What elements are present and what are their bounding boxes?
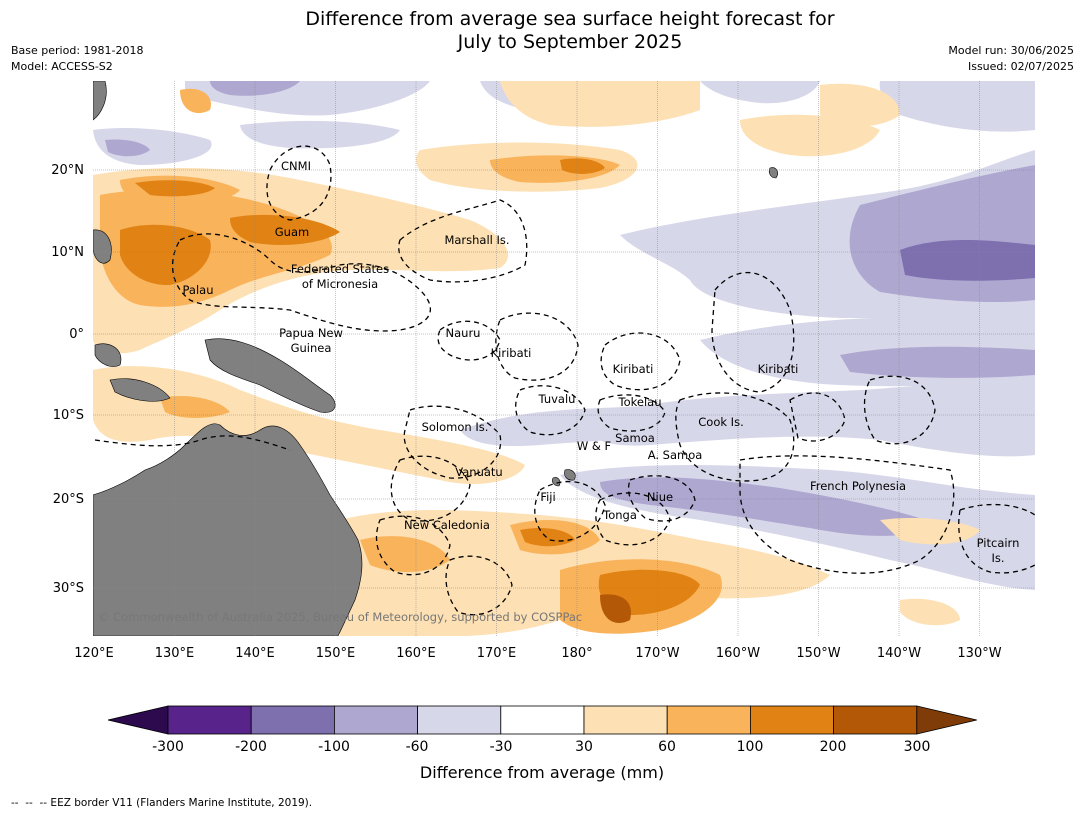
lat-tick-label: 0° [69,327,84,342]
issued-date: Issued: 02/07/2025 [967,60,1074,73]
lat-tick-label: 10°N [51,245,84,260]
eez-borders [94,145,1035,616]
map-area [93,81,1035,636]
graticule [93,81,1035,636]
positive-anomaly-fields [93,81,980,636]
place-label: Nauru [446,326,481,340]
colorbar-box [583,705,668,735]
place-label: Tuvalu [538,392,576,406]
colorbar-label: 100 [737,739,764,755]
lon-tick-label: 160°W [716,646,760,661]
place-label: Is. [991,551,1004,565]
place-label: Kiribati [613,362,654,376]
colorbar-label: -100 [318,739,350,755]
place-label: Guinea [291,341,332,355]
lon-tick-label: 130°E [155,646,195,661]
lat-tick-label: 30°S [53,581,84,596]
eez-legend-note: -- -- -- EEZ border V11 (Flanders Marine… [11,797,312,809]
colorbar-label: 60 [658,739,676,755]
copyright-notice: © Commonwealth of Australia 2025, Bureau… [98,610,582,624]
place-label: Federated States [291,262,389,276]
base-period: Base period: 1981-2018 [11,44,144,57]
place-label: Samoa [615,431,655,445]
place-label: Marshall Is. [444,233,509,247]
place-label: CNMI [281,159,311,173]
place-label: W & F [577,439,611,453]
place-label: New Caledonia [404,518,490,532]
colorbar-label: 300 [904,739,931,755]
colorbar-labels: -300 -200 -100 -60 -30 30 60 100 200 300 [152,739,930,755]
lat-tick-label: 10°S [53,408,84,423]
place-label: Palau [183,283,214,297]
colorbar-label: 200 [820,739,847,755]
colorbar-title: Difference from average (mm) [420,763,664,782]
place-label: Cook Is. [698,415,743,429]
colorbar-box [167,705,252,735]
lon-tick-label: 150°W [796,646,840,661]
place-label: Niue [647,490,673,504]
colorbar-box [750,705,835,735]
colorbar-label: -60 [406,739,429,755]
lon-tick-label: 170°W [635,646,679,661]
place-label: of Micronesia [302,277,378,291]
place-label: Guam [275,225,309,239]
lat-tick-label: 20°N [51,163,84,178]
colorbar-box [250,705,335,735]
eez-legend-text: -- EEZ border V11 (Flanders Marine Insti… [39,797,313,809]
place-label: Tokelau [618,395,662,409]
title-line-1: Difference from average sea surface heig… [305,8,835,30]
lon-tick-label: 140°E [235,646,275,661]
lon-tick-label: 120°E [74,646,114,661]
place-label: Papua New [279,326,343,340]
place-label: Tonga [602,508,637,522]
place-label: Solomon Is. [422,420,489,434]
lon-tick-label: 150°E [316,646,356,661]
lat-tick-label: 20°S [53,492,84,507]
place-label: Pitcairn [977,536,1020,550]
lon-tick-label: 180° [561,646,592,661]
colorbar-label: -200 [235,739,267,755]
longitude-axis: 120°E 130°E 140°E 150°E 160°E 170°E 180°… [74,646,1001,661]
model-run: Model run: 30/06/2025 [948,44,1074,57]
place-label: French Polynesia [810,479,906,493]
colorbar-extend-low [107,705,169,735]
colorbar-box [666,705,751,735]
land-masses [93,81,778,636]
dashed-line-symbol: -- -- [11,797,40,809]
colorbar-boxes [107,705,977,735]
colorbar-label: -300 [152,739,184,755]
model-name: Model: ACCESS-S2 [11,60,113,73]
colorbar-label: 30 [575,739,593,755]
colorbar: -300 -200 -100 -60 -30 30 60 100 200 300… [107,705,977,782]
colorbar-box [417,705,502,735]
place-label: Kiribati [491,346,532,360]
place-label: Vanuatu [455,465,502,479]
colorbar-box [500,705,585,735]
colorbar-label: -30 [490,739,513,755]
meta-right: Model run: 30/06/2025 Issued: 02/07/2025 [948,43,1074,75]
map-title: Difference from average sea surface heig… [0,8,1085,54]
colorbar-box [833,705,918,735]
place-label: Fiji [540,490,555,504]
latitude-axis: 20°N 10°N 0° 10°S 20°S 30°S [51,163,84,596]
lon-tick-label: 140°W [877,646,921,661]
colorbar-extend-high [916,705,977,735]
title-line-2: July to September 2025 [457,31,683,53]
meta-left: Base period: 1981-2018 Model: ACCESS-S2 [11,43,143,75]
lon-tick-label: 170°E [477,646,517,661]
place-label: Kiribati [758,362,799,376]
colorbar-box [333,705,418,735]
lon-tick-label: 160°E [396,646,436,661]
place-label: A. Samoa [648,448,703,462]
place-labels: CNMI Guam Marshall Is. Federated States … [183,159,1020,565]
lon-tick-label: 130°W [957,646,1001,661]
